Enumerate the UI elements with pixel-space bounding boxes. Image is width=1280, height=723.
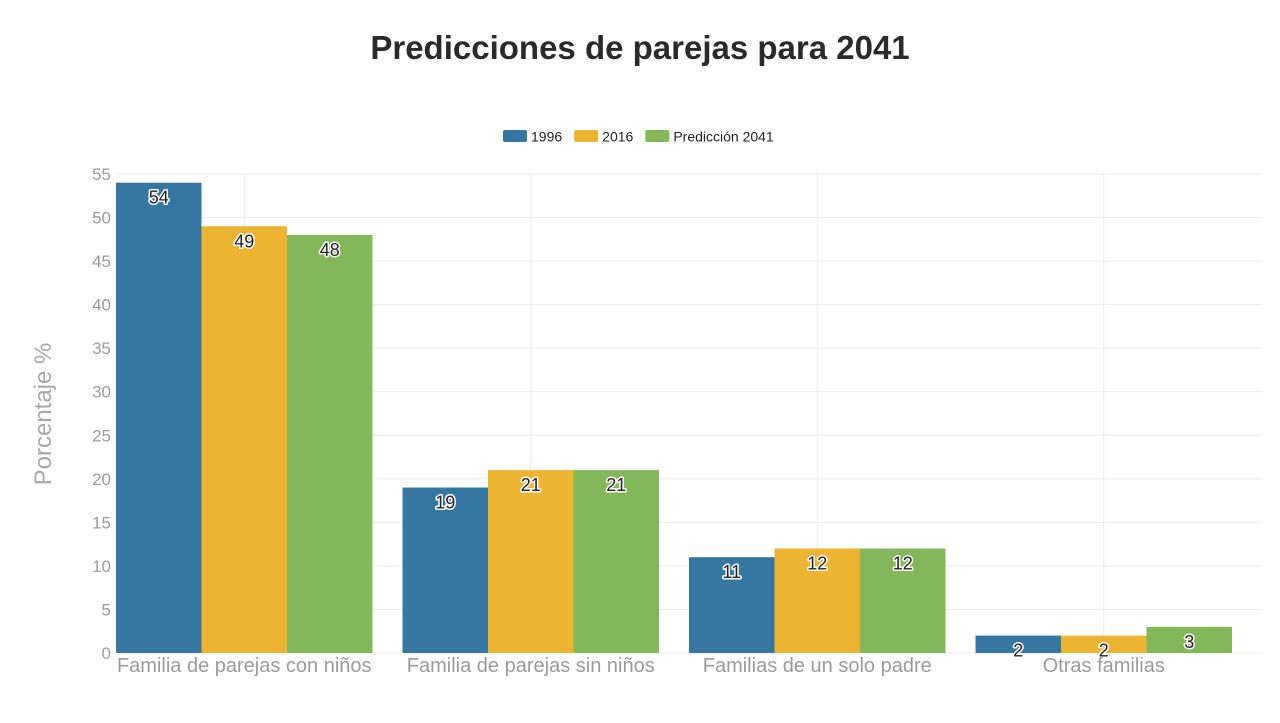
bar-1996-familia-de-parejas-con-ninos[interactable] [116, 182, 202, 653]
y-tick-label: 25 [92, 426, 111, 445]
x-tick-label: Otras familias [1043, 655, 1165, 677]
bar-1996-familias-de-un-solo-padre[interactable] [689, 557, 775, 653]
bar-prediccion-2041-otras-familias[interactable] [1146, 626, 1233, 653]
bar-2016-familias-de-un-solo-padre[interactable] [774, 548, 861, 653]
y-tick-label: 50 [92, 209, 111, 228]
legend-label-prediccion-2041[interactable]: Predicción 2041 [673, 129, 774, 145]
legend[interactable]: 1996 2016 Predicción 2041 [503, 129, 774, 145]
x-tick-label: Familia de parejas sin niños [407, 655, 655, 677]
bar-1996-otras-familias[interactable] [975, 635, 1062, 653]
bar-value-label: 12 [893, 553, 913, 573]
x-tick-label: Familia de parejas con niños [117, 655, 372, 677]
y-tick-label: 55 [92, 165, 111, 184]
bar-2016-familia-de-parejas-sin-ninos[interactable] [488, 470, 574, 653]
bar-value-label: 11 [722, 562, 741, 582]
bar-prediccion-2041-familia-de-parejas-con-ninos[interactable] [287, 234, 373, 654]
bar-2016-otras-familias[interactable] [1061, 635, 1147, 653]
legend-swatch-prediccion-2041[interactable] [645, 130, 670, 142]
y-tick-label: 45 [92, 252, 111, 271]
bar-value-label: 54 [149, 188, 169, 208]
y-tick-label: 40 [92, 296, 111, 315]
y-axis-ticks: 0 5 10 15 20 25 30 35 40 45 50 55 [92, 165, 111, 663]
bar-value-label: 2 [1013, 641, 1023, 661]
bar-value-label: 3 [1184, 632, 1194, 652]
bar-value-label: 12 [807, 553, 827, 573]
bar-2016-familia-de-parejas-con-ninos[interactable] [201, 226, 288, 653]
bar-value-label: 19 [435, 493, 455, 513]
y-tick-label: 15 [92, 513, 111, 532]
bar-value-label: 49 [234, 231, 254, 251]
bar-1996-familia-de-parejas-sin-ninos[interactable] [402, 487, 489, 653]
y-tick-label: 5 [102, 600, 111, 619]
y-axis-label: Porcentaje % [30, 343, 57, 486]
bars [116, 182, 1233, 654]
y-tick-label: 35 [92, 339, 111, 358]
legend-label-1996[interactable]: 1996 [531, 129, 562, 145]
bar-prediccion-2041-familias-de-un-solo-padre[interactable] [860, 548, 946, 653]
bar-value-label: 2 [1099, 641, 1109, 661]
bar-value-label: 21 [606, 475, 626, 495]
y-tick-label: 0 [102, 644, 111, 663]
y-tick-label: 20 [92, 470, 111, 489]
y-tick-label: 10 [92, 557, 111, 576]
bar-value-label: 48 [320, 240, 340, 260]
bar-labels: 54 49 48 19 21 21 11 12 12 2 2 3 [147, 186, 1196, 662]
bar-value-label: 21 [521, 475, 541, 495]
y-tick-label: 30 [92, 383, 111, 402]
legend-swatch-1996[interactable] [503, 130, 527, 142]
bar-prediccion-2041-familia-de-parejas-sin-ninos[interactable] [573, 470, 660, 653]
legend-swatch-2016[interactable] [574, 130, 599, 142]
legend-label-2016[interactable]: 2016 [602, 129, 633, 145]
chart-title: Predicciones de parejas para 2041 [370, 29, 909, 66]
x-tick-label: Familias de un solo padre [703, 655, 932, 677]
x-axis-ticks: Familia de parejas con niños Familia de p… [117, 655, 1165, 677]
